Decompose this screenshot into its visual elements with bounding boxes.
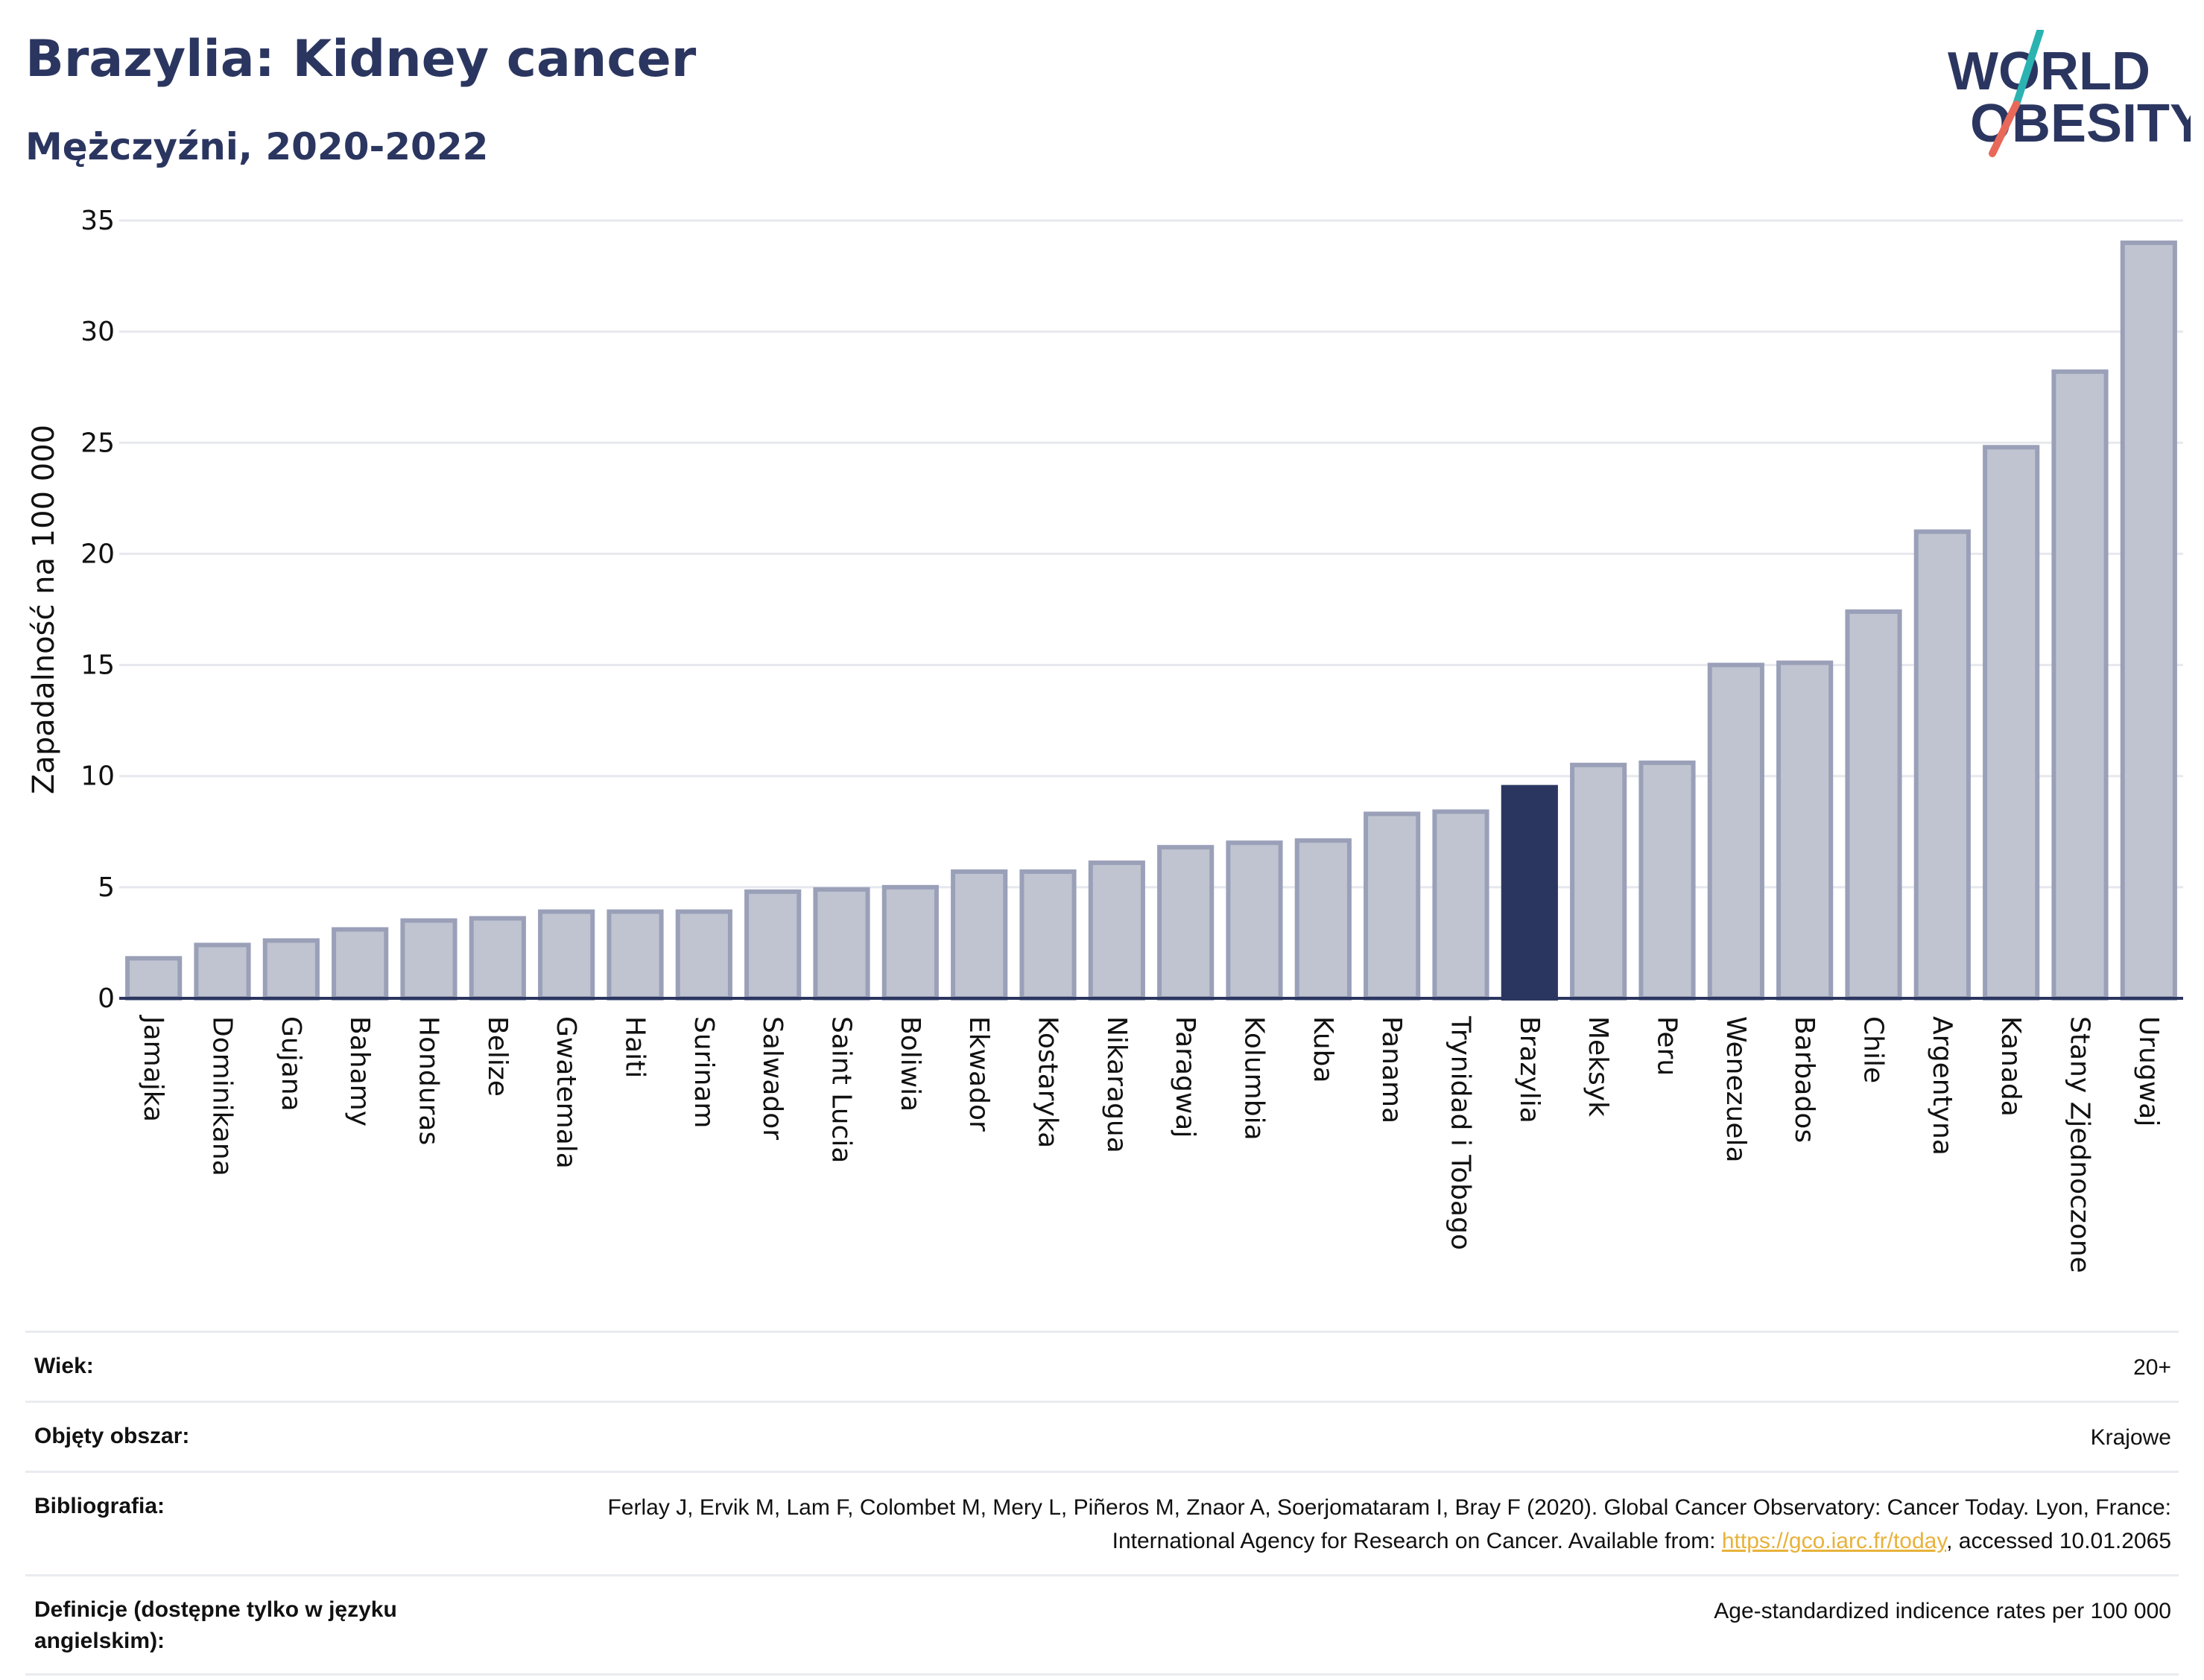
bibliography-text: Ferlay J, Ervik M, Lam F, Colombet M, Me… [607,1495,2171,1553]
bar [951,869,1008,1001]
bar [400,918,457,1001]
y-tick-label: 15 [80,650,115,681]
y-tick-label: 5 [98,872,115,903]
bar [1019,869,1077,1001]
bar [2120,240,2177,1001]
x-tick-label: Kostaryka [1033,1016,1063,1148]
bar-chart: 0 5 10 15 20 25 30 35 Zapadalność na 100 000 Jama… [27,206,2183,1273]
info-label-coverage: Objęty obszar: [34,1424,190,1448]
x-tick-label: Trynidad i Tobago [1445,1015,1476,1250]
info-row-definitions: Definicje (dostępne tylko w języku angie… [25,1574,2179,1676]
info-value-bibliography: Ferlay J, Ervik M, Lam F, Colombet M, Me… [562,1491,2171,1558]
x-tick-label: Argentyna [1927,1016,1957,1156]
bar-highlight [1501,784,1558,1001]
bar [675,909,732,1001]
x-tick-label: Peru [1652,1016,1682,1076]
x-tick-label: Salwador [757,1016,788,1140]
bar [1226,840,1283,1001]
x-tick-label: Honduras [414,1016,444,1145]
bar [1294,838,1352,1001]
x-tick-label: Surinam [688,1016,719,1128]
chart-title: Brazylia: Kidney cancer [25,30,697,89]
info-row-bibliography: Bibliografia: Ferlay J, Ervik M, Lam F, … [25,1471,2179,1574]
x-tick-label: Barbados [1789,1016,1820,1143]
info-table: Wiek: 20+ Objęty obszar: Krajowe Bibliog… [25,1331,2179,1676]
bar [1913,529,1971,1001]
x-tick-label: Brazylia [1514,1016,1545,1123]
x-tick-label: Belize [482,1016,513,1097]
bar [813,887,870,1001]
bar [194,942,251,1001]
bar [2051,369,2109,1001]
bar [1570,762,1627,1001]
bar [125,956,183,1001]
info-row-coverage: Objęty obszar: Krajowe [25,1401,2179,1471]
bar [744,889,802,1001]
y-tick-label: 35 [80,206,115,236]
y-tick-label: 10 [80,761,115,792]
x-tick-label: Haiti [620,1016,650,1078]
x-tick-label: Jamajka [138,1015,168,1122]
bar [1707,662,1764,1001]
bibliography-accessed: , accessed 10.01.2065 [1946,1529,2171,1553]
x-tick-label: Saint Lucia [826,1016,857,1163]
x-tick-label: Urugwaj [2133,1016,2164,1126]
bar [607,909,664,1001]
x-tick-label: Kuba [1308,1016,1338,1083]
x-tick-label: Nikaragua [1101,1016,1132,1153]
bar [469,916,526,1001]
x-tick-label: Gujana [276,1016,306,1112]
info-label-bibliography: Bibliografia: [34,1494,165,1518]
x-tick-label: Kanada [1995,1016,2026,1117]
x-tick-label: Panama [1376,1016,1407,1123]
y-axis-label: Zapadalność na 100 000 [27,425,61,794]
y-tick-label: 25 [80,428,115,458]
y-tick-label: 30 [80,317,115,347]
bar [1088,860,1145,1001]
logo-word-world: WORLD [1948,42,2150,101]
bar [881,884,939,1001]
y-tick-label: 20 [80,539,115,569]
x-tick-label: Chile [1858,1016,1889,1083]
x-tick-label: Bahamy [344,1016,375,1126]
y-tick-label: 0 [98,983,115,1014]
bibliography-link[interactable]: https://gco.iarc.fr/today [1721,1529,1947,1553]
bar [1157,845,1215,1001]
x-tick-label: Wenezuela [1720,1016,1751,1163]
info-value-definitions: Age-standardized indicence rates per 100… [1714,1599,2171,1623]
x-tick-label: Stany Zjednoczone [2065,1016,2095,1273]
info-value-age: 20+ [2133,1355,2171,1380]
info-value-coverage: Krajowe [2090,1425,2171,1450]
x-tick-label: Boliwia [895,1016,925,1112]
bar [1845,609,1902,1001]
bar [538,909,595,1001]
bar [1364,811,1421,1001]
logo-slash-teal [2013,30,2044,108]
x-tick-label: Meksyk [1583,1016,1613,1117]
world-obesity-logo: WORLD OBESITY [1948,30,2191,157]
bar [262,938,320,1001]
info-row-age: Wiek: 20+ [25,1331,2179,1401]
bar [1983,445,2040,1001]
chart-subtitle: Mężczyźni, 2020-2022 [25,125,489,168]
x-tick-label: Kolumbia [1239,1016,1270,1141]
logo-slash-red [1989,101,2020,157]
bar [1776,660,1834,1001]
x-tick-label: Ekwador [963,1016,994,1132]
bar [1638,760,1696,1001]
x-tick-label: Paragwaj [1170,1016,1200,1138]
x-tick-label: Dominikana [207,1016,238,1176]
info-label-definitions: Definicje (dostępne tylko w języku angie… [34,1597,397,1653]
bar [1432,809,1489,1001]
bar [332,927,389,1001]
x-tick-label: Gwatemala [551,1016,581,1169]
info-label-age: Wiek: [34,1354,94,1378]
